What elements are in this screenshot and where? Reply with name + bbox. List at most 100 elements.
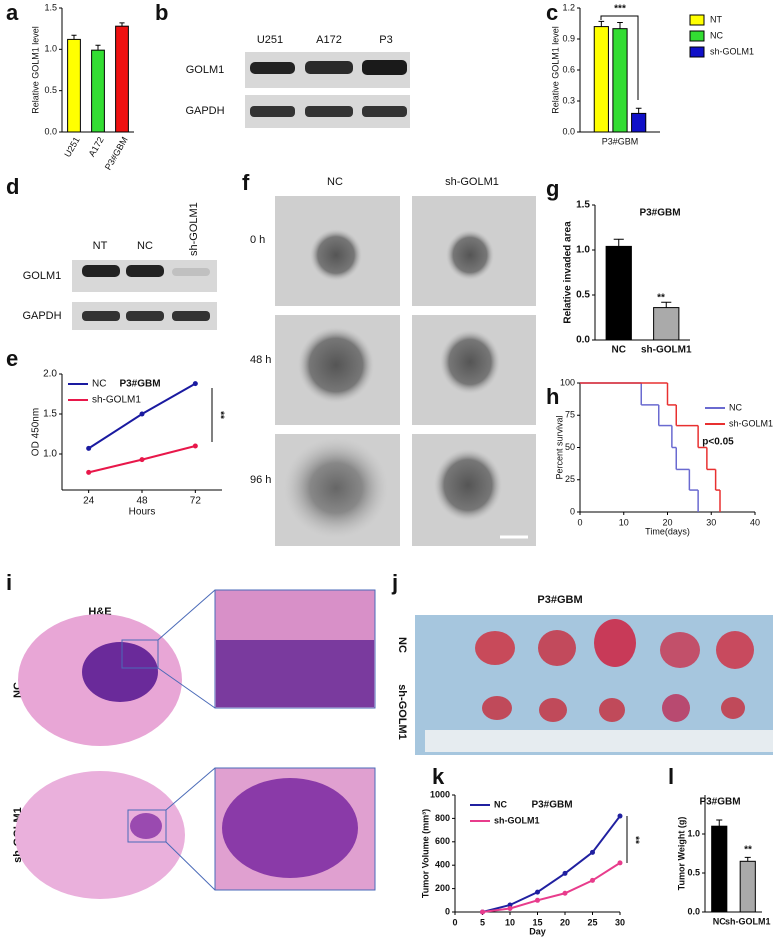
x-tick-label: 20 — [662, 517, 672, 527]
x-tick-label: 15 — [532, 917, 542, 927]
annotation: ** — [657, 293, 665, 304]
bar — [739, 860, 756, 913]
y-tick-label: 0.0 — [44, 126, 57, 136]
western-blot-d: d NT NC sh-GOLM1 GOLM1 GAPDH — [6, 174, 217, 330]
band — [126, 265, 164, 277]
y-axis-label: Tumor Weight (g) — [676, 817, 686, 891]
x-tick-label: 10 — [619, 517, 629, 527]
y-tick-label: 200 — [435, 883, 450, 893]
point — [480, 909, 485, 915]
column-label: NC — [327, 176, 343, 188]
legend-swatch — [689, 46, 705, 58]
point — [86, 445, 92, 451]
band — [362, 106, 407, 117]
panel-label: c — [546, 0, 558, 25]
tumor-zoom — [216, 640, 374, 707]
y-axis-label: Tumor Volume (mm³) — [420, 809, 430, 898]
tumor — [482, 696, 512, 720]
y-tick-label: 25 — [565, 474, 575, 484]
row-label: NC — [396, 637, 408, 653]
x-tick-label: NC — [713, 916, 726, 926]
legend-label: NT — [710, 14, 722, 24]
x-tick-label: 48 — [136, 496, 148, 507]
y-tick-label: 1.0 — [576, 245, 590, 256]
bar — [593, 26, 609, 133]
y-tick-label: 1.0 — [44, 44, 57, 54]
y-tick-label: 0 — [570, 506, 575, 516]
legend-label: sh-GOLM1 — [729, 418, 773, 428]
annotation: *** — [614, 4, 626, 15]
legend-swatch — [689, 30, 705, 42]
row-label: GAPDH — [22, 310, 61, 322]
zoom-line — [165, 767, 216, 811]
y-tick-label: 0.6 — [562, 64, 575, 74]
panel-label: f — [242, 170, 250, 195]
band — [172, 268, 210, 276]
y-tick-label: 1.0 — [687, 828, 700, 838]
y-tick-label: 1000 — [430, 789, 450, 799]
y-tick-label: 100 — [560, 377, 575, 387]
ruler — [425, 730, 773, 752]
lane-label: A172 — [316, 34, 342, 46]
error-bar — [716, 819, 723, 827]
annotation: P3#GBM — [531, 800, 572, 811]
x-axis-label: Day — [529, 926, 546, 936]
y-tick-label: 0.5 — [687, 867, 700, 877]
column-label: sh-GOLM1 — [445, 176, 499, 188]
row-label: GOLM1 — [186, 64, 225, 76]
band — [82, 311, 120, 321]
annotation: p<0.05 — [702, 437, 734, 448]
spheroid — [310, 229, 362, 281]
tumor — [475, 631, 515, 665]
tumor — [539, 698, 567, 722]
annotation: P3#GBM — [119, 379, 160, 390]
error-bar — [613, 238, 624, 247]
legend-label: sh-GOLM1 — [92, 395, 141, 406]
panel-label: l — [668, 764, 674, 789]
band — [305, 61, 353, 74]
error-bar — [744, 856, 751, 862]
bar — [711, 825, 728, 913]
point — [562, 870, 568, 876]
x-tick-label: 24 — [83, 496, 95, 507]
y-tick-label: 1.2 — [562, 2, 575, 12]
y-tick-label: 400 — [435, 860, 450, 870]
zoom-box — [121, 639, 159, 669]
y-tick-label: 0.3 — [562, 95, 575, 105]
panel-label: j — [391, 570, 398, 595]
row-label: 48 h — [250, 354, 271, 366]
tumor — [660, 632, 700, 668]
bar — [605, 245, 632, 341]
bar — [115, 25, 129, 133]
point — [507, 902, 513, 908]
y-tick-label: 75 — [565, 410, 575, 420]
y-tick-label: 0.5 — [576, 290, 590, 301]
western-blot-b: b U251 A172 P3 GOLM1 GAPDH — [155, 0, 410, 128]
spheroid — [284, 438, 388, 538]
histology: i H&E NC sh-GOLM1 — [6, 570, 376, 899]
row-label: GAPDH — [185, 105, 224, 117]
legend-label: sh-GOLM1 — [710, 46, 754, 56]
point — [192, 381, 198, 387]
y-tick-label: 0.0 — [576, 335, 590, 346]
y-tick-label: 0 — [445, 906, 450, 916]
band — [250, 62, 295, 74]
bar — [653, 307, 680, 341]
x-axis-label: Hours — [129, 507, 156, 518]
panel-label: d — [6, 174, 19, 199]
bar — [631, 112, 647, 133]
tumor — [130, 813, 162, 839]
y-tick-label: 1.5 — [44, 2, 57, 12]
error-bar — [95, 44, 101, 51]
image-title: P3#GBM — [537, 594, 582, 606]
panel-label: a — [6, 0, 19, 25]
lane-label: NT — [93, 240, 108, 252]
y-tick-label: 0.0 — [562, 126, 575, 136]
x-tick-label: 72 — [190, 496, 202, 507]
x-tick-label: 30 — [706, 517, 716, 527]
point — [562, 890, 568, 896]
panel-label: h — [546, 384, 559, 409]
point — [192, 443, 198, 449]
point — [590, 877, 595, 883]
